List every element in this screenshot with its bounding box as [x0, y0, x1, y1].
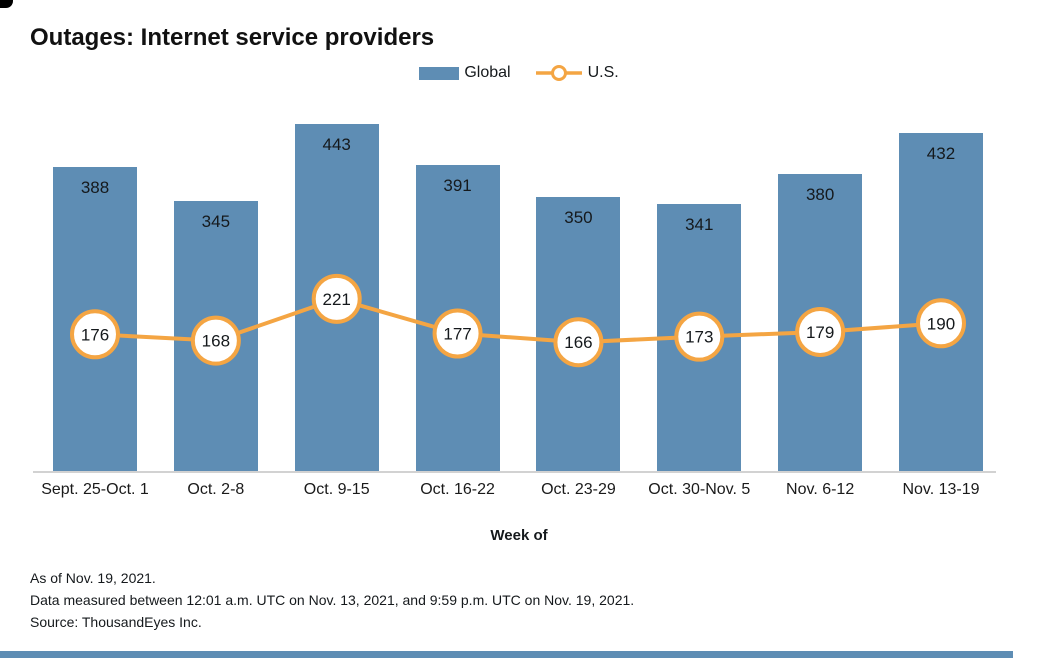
global-bar: 341 — [657, 204, 742, 473]
x-tick-label: Nov. 6-12 — [786, 481, 855, 498]
x-tick-label: Oct. 9-15 — [303, 481, 370, 498]
footnote-source: Source: ThousandEyes Inc. — [30, 614, 202, 630]
bar-value-label: 380 — [805, 184, 835, 204]
x-tick-label: Oct. 30-Nov. 5 — [648, 481, 751, 498]
legend: Global U.S. — [0, 64, 1038, 82]
global-bar: 350 — [536, 197, 621, 473]
bar-value-label: 345 — [201, 212, 231, 232]
x-tick-label: Sept. 25-Oct. 1 — [41, 481, 149, 498]
us-line-swatch-icon — [535, 65, 582, 81]
legend-label-global: Global — [464, 64, 511, 81]
bar-value-label: 388 — [80, 178, 110, 198]
chart-title: Outages: Internet service providers — [30, 24, 435, 51]
global-bar-swatch-icon — [419, 66, 460, 80]
global-bar: 432 — [898, 132, 983, 473]
bar-value-label: 341 — [685, 215, 714, 235]
bar-value-label: 391 — [443, 175, 472, 195]
bar-value-label: 443 — [322, 134, 351, 154]
x-tick-label: Nov. 13-19 — [902, 481, 980, 498]
footnote-asof: As of Nov. 19, 2021. — [30, 570, 156, 586]
x-axis-line — [33, 471, 996, 473]
top-left-corner-mark — [0, 0, 13, 8]
x-tick-label: Oct. 23-29 — [541, 481, 616, 498]
bar-value-label: 350 — [564, 208, 593, 228]
bottom-blue-strip — [0, 651, 1013, 658]
legend-item-global: Global — [419, 64, 511, 82]
global-bar: 380 — [778, 173, 863, 473]
legend-item-us: U.S. — [535, 64, 619, 82]
global-bar: 388 — [53, 167, 137, 473]
x-axis-title: Week of — [490, 527, 548, 544]
footnote-measurement: Data measured between 12:01 a.m. UTC on … — [30, 592, 635, 608]
global-bar: 345 — [173, 201, 258, 473]
x-tick-label: Oct. 16-22 — [420, 481, 495, 498]
x-tick-label: Oct. 2-8 — [187, 481, 245, 498]
bar-value-label: 432 — [926, 143, 956, 163]
global-bar: 391 — [415, 164, 500, 473]
legend-label-us: U.S. — [587, 64, 619, 81]
global-bar: 443 — [294, 123, 379, 473]
footnotes: As of Nov. 19, 2021. Data measured betwe… — [30, 567, 634, 633]
